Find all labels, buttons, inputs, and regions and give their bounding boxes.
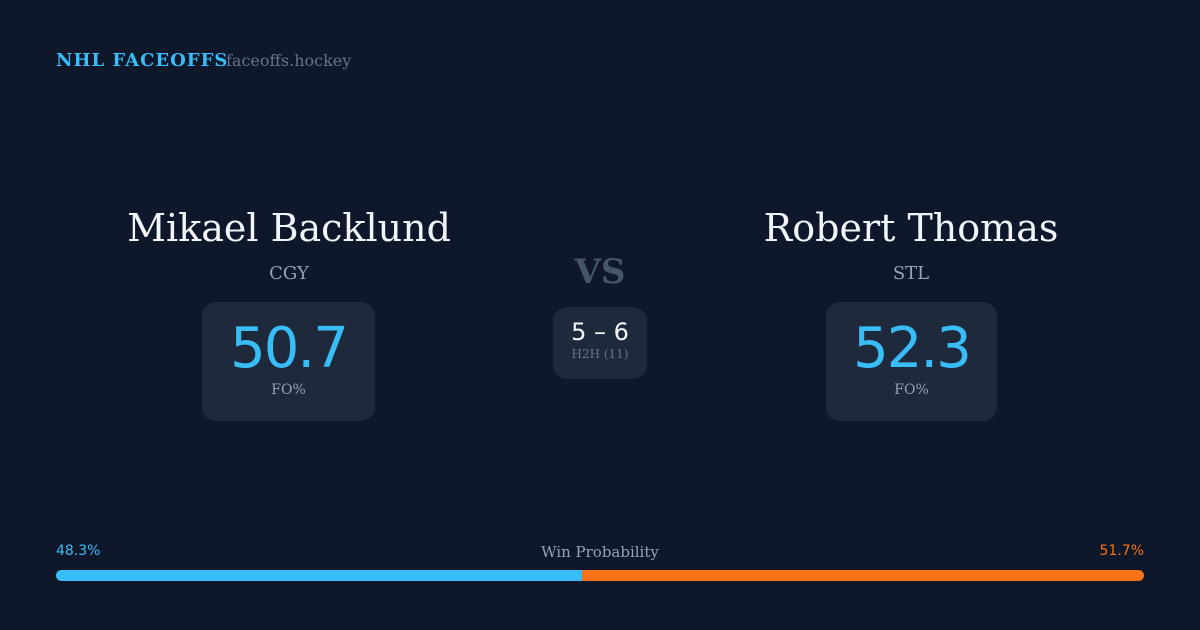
right-player-name: Robert Thomas (763, 206, 1059, 250)
left-fo-label: FO% (271, 382, 306, 398)
h2h-score: 5 – 6 (571, 318, 629, 346)
left-win-prob-fill (56, 570, 582, 581)
right-fo-label: FO% (894, 382, 929, 398)
right-fo-card: 52.3 FO% (826, 302, 997, 421)
left-win-prob: 48.3% (56, 543, 101, 559)
h2h-label: H2H (11) (571, 347, 629, 361)
right-fo-pct: 52.3 (853, 316, 972, 381)
site-url: faceoffs.hockey (226, 51, 352, 70)
left-fo-card: 50.7 FO% (202, 302, 375, 421)
h2h-card: 5 – 6 H2H (11) (553, 307, 647, 379)
win-prob-label: Win Probability (541, 543, 659, 561)
right-team: STL (892, 263, 930, 284)
left-player-name: Mikael Backlund (127, 206, 451, 250)
left-fo-pct: 50.7 (230, 316, 349, 381)
right-win-prob-fill (581, 570, 1144, 581)
win-prob-bar (56, 570, 1144, 581)
vs-label: VS (574, 252, 626, 292)
brand-title: NHL FACEOFFS (56, 50, 229, 71)
left-team: CGY (269, 263, 309, 284)
right-win-prob: 51.7% (1099, 543, 1144, 559)
